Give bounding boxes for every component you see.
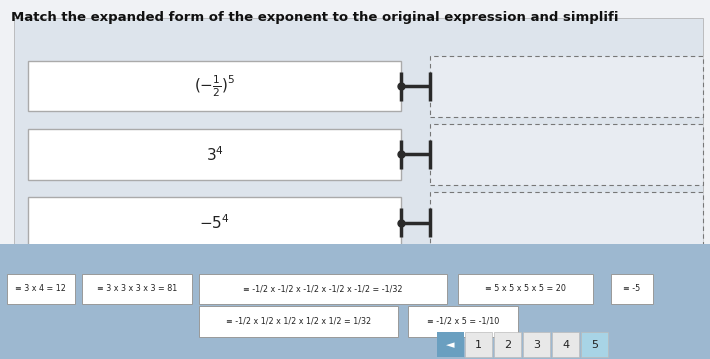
FancyBboxPatch shape: [14, 18, 703, 276]
Text: 5: 5: [591, 340, 599, 350]
FancyBboxPatch shape: [28, 197, 401, 248]
FancyBboxPatch shape: [82, 274, 192, 304]
FancyBboxPatch shape: [28, 129, 401, 180]
Text: 3: 3: [533, 340, 540, 350]
FancyBboxPatch shape: [199, 274, 447, 304]
FancyBboxPatch shape: [494, 332, 521, 357]
FancyBboxPatch shape: [465, 332, 492, 357]
FancyBboxPatch shape: [523, 332, 550, 357]
FancyBboxPatch shape: [430, 192, 703, 253]
FancyBboxPatch shape: [199, 306, 398, 337]
FancyBboxPatch shape: [408, 306, 518, 337]
Text: ≡ -1/2 x 1/2 x 1/2 x 1/2 x 1/2 = 1/32: ≡ -1/2 x 1/2 x 1/2 x 1/2 x 1/2 = 1/32: [226, 317, 371, 326]
Text: ≡ -1/2 x 5 = -1/10: ≡ -1/2 x 5 = -1/10: [427, 317, 499, 326]
Text: $3^4$: $3^4$: [206, 145, 224, 164]
Text: ≡ 3 x 4 = 12: ≡ 3 x 4 = 12: [16, 284, 66, 294]
Text: ≡ -5: ≡ -5: [623, 284, 640, 294]
FancyBboxPatch shape: [437, 332, 464, 357]
FancyBboxPatch shape: [28, 61, 401, 111]
Text: Match the expanded form of the exponent to the original expression and simplifi: Match the expanded form of the exponent …: [11, 11, 618, 24]
FancyBboxPatch shape: [430, 56, 703, 117]
FancyBboxPatch shape: [552, 332, 579, 357]
Text: 1: 1: [475, 340, 482, 350]
FancyBboxPatch shape: [0, 244, 710, 359]
FancyBboxPatch shape: [581, 332, 608, 357]
Text: 2: 2: [504, 340, 511, 350]
Text: ≡ -1/2 x -1/2 x -1/2 x -1/2 x -1/2 = -1/32: ≡ -1/2 x -1/2 x -1/2 x -1/2 x -1/2 = -1/…: [244, 284, 403, 294]
Text: $(-\frac{1}{2})^5$: $(-\frac{1}{2})^5$: [194, 73, 236, 99]
Text: ≡ 5 x 5 x 5 x 5 = 20: ≡ 5 x 5 x 5 x 5 = 20: [485, 284, 566, 294]
Text: ≡ 3 x 3 x 3 x 3 = 81: ≡ 3 x 3 x 3 x 3 = 81: [97, 284, 177, 294]
Text: $-5^4$: $-5^4$: [200, 213, 230, 232]
Text: ◄: ◄: [446, 340, 454, 350]
FancyBboxPatch shape: [458, 274, 593, 304]
FancyBboxPatch shape: [7, 274, 75, 304]
Text: 4: 4: [562, 340, 569, 350]
FancyBboxPatch shape: [430, 124, 703, 185]
FancyBboxPatch shape: [611, 274, 653, 304]
